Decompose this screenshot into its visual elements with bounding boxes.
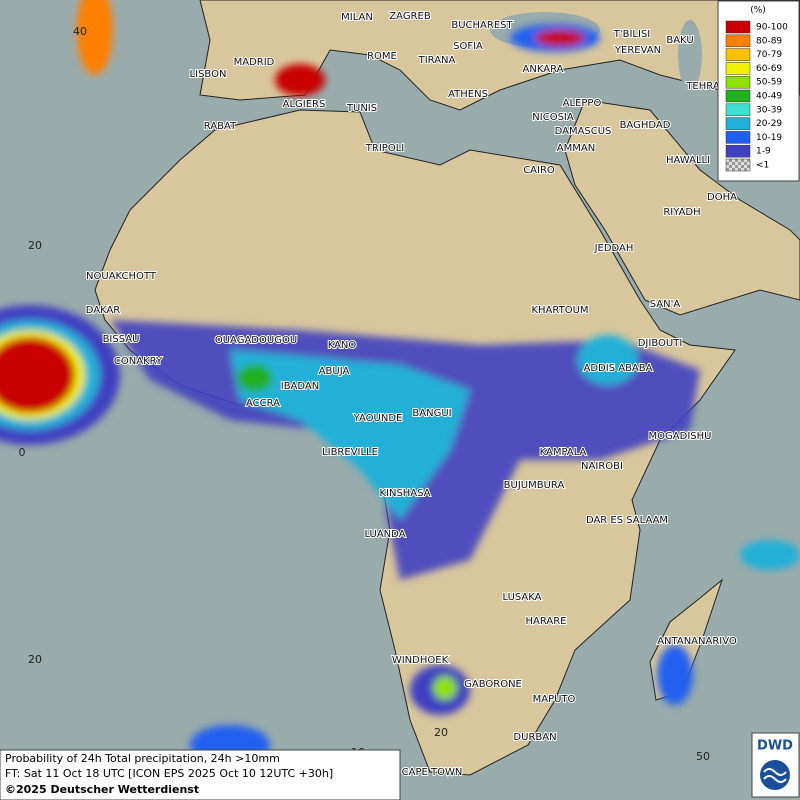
city-label: CAIRO xyxy=(523,165,555,176)
legend-label: 40-49 xyxy=(756,92,782,102)
city-label: CAPE TOWN xyxy=(402,767,463,778)
city-label: NAIROBI xyxy=(581,461,623,472)
legend-swatch xyxy=(725,20,751,34)
city-label: HAWALLI xyxy=(666,155,710,166)
legend-label: 60-69 xyxy=(756,64,782,74)
legend-label: 70-79 xyxy=(756,50,782,60)
legend-swatch xyxy=(725,34,751,48)
city-label: ALEPPO xyxy=(563,98,602,109)
city-label: LISBON xyxy=(190,69,227,80)
city-label: TEHRA xyxy=(685,81,719,92)
legend-label: 10-19 xyxy=(756,133,782,143)
legend-swatch xyxy=(725,103,751,117)
caption: Probability of 24h Total precipitation, … xyxy=(0,749,401,800)
caption-line: FT: Sat 11 Oct 18 UTC [ICON EPS 2025 Oct… xyxy=(5,767,333,780)
city-label: BANGUI xyxy=(412,408,451,419)
legend-swatch xyxy=(725,144,751,158)
city-label: ROME xyxy=(367,51,397,62)
city-label: ATHENS xyxy=(448,89,488,100)
city-label: LUANDA xyxy=(364,529,405,540)
city-label: DAR ES SALAAM xyxy=(586,515,668,526)
city-label: SAN'A xyxy=(650,299,681,310)
city-label: DAMASCUS xyxy=(555,126,612,137)
legend-label: 30-39 xyxy=(756,105,782,115)
city-label: ABUJA xyxy=(319,366,350,377)
city-label: NICOSIA xyxy=(532,112,574,123)
city-label: BUJUMBURA xyxy=(504,480,565,491)
legend-swatch xyxy=(725,89,751,103)
legend-label: 20-29 xyxy=(756,119,782,129)
legend-swatch xyxy=(725,75,751,89)
city-label: WINDHOEK xyxy=(392,655,449,666)
city-label: ADDIS ABABA xyxy=(584,363,653,374)
city-label: DAKAR xyxy=(86,305,121,316)
city-label: RIYADH xyxy=(663,207,700,218)
city-label: BISSAU xyxy=(103,334,140,345)
graticule-label: 20 xyxy=(434,726,448,739)
city-label: JEDDAH xyxy=(594,243,634,254)
legend-swatch xyxy=(725,131,751,144)
legend-swatch xyxy=(725,48,751,61)
city-label: KINSHASA xyxy=(379,488,430,499)
legend-unit: (%) xyxy=(750,6,766,16)
city-label: YEREVAN xyxy=(614,45,661,56)
city-label: AMMAN xyxy=(557,143,595,154)
city-label: TIRANA xyxy=(418,55,456,66)
city-label: LIBREVILLE xyxy=(322,447,378,458)
city-label: ACCRA xyxy=(246,398,280,409)
city-label: MILAN xyxy=(341,12,373,23)
copyright: ©2025 Deutscher Wetterdienst xyxy=(5,783,199,796)
legend-swatch xyxy=(725,117,751,130)
legend-label: 1-9 xyxy=(756,147,771,157)
city-label: MOGADISHU xyxy=(649,431,712,442)
legend-label: 90-100 xyxy=(756,23,788,33)
city-label: ANKARA xyxy=(523,64,564,75)
city-label: TRIPOLI xyxy=(365,143,404,154)
city-label: ALGIERS xyxy=(283,99,326,110)
legend-label: 50-59 xyxy=(756,78,782,88)
city-label: SOFIA xyxy=(453,41,483,52)
city-label: ANTANANARIVO xyxy=(657,636,737,647)
graticule-label: 20 xyxy=(28,239,42,252)
city-label: T'BILISI xyxy=(613,29,650,40)
logo: DWD xyxy=(751,732,800,798)
city-label: DJIBOUTI xyxy=(638,338,683,349)
legend-label: 80-89 xyxy=(756,36,782,46)
graticule-label: 40 xyxy=(73,25,87,38)
city-label: KAMPALA xyxy=(540,447,587,458)
city-label: MADRID xyxy=(234,57,275,68)
city-label: TUNIS xyxy=(346,103,377,114)
city-label: BAKU xyxy=(666,35,693,46)
graticule-label: 0 xyxy=(19,446,26,459)
city-label: ZAGREB xyxy=(389,11,431,22)
city-label: GABORONE xyxy=(464,679,522,690)
city-label: BUCHAREST xyxy=(451,20,513,31)
city-label: RABAT xyxy=(204,121,237,132)
city-label: KHARTOUM xyxy=(531,305,588,316)
precipitation xyxy=(0,0,800,765)
caspian-sea xyxy=(678,20,702,90)
caption-line: Probability of 24h Total precipitation, … xyxy=(5,752,280,765)
city-label: DOHA xyxy=(707,192,737,203)
city-label: KANO xyxy=(328,340,357,351)
city-label: DURBAN xyxy=(513,732,556,743)
city-label: IBADAN xyxy=(281,381,320,392)
city-label: MAPUTO xyxy=(533,694,576,705)
city-label: NOUAKCHOTT xyxy=(86,271,157,282)
logo-text: DWD xyxy=(757,739,793,754)
legend-swatch xyxy=(725,62,751,75)
graticule-label: 50 xyxy=(696,750,710,763)
city-label: OUAGADOUGOU xyxy=(215,335,297,346)
legend-swatch xyxy=(725,158,751,172)
legend: (%) 90-100 80-89 70-79 60-69 50-59 40-49 30-39… xyxy=(717,0,800,182)
legend-label: <1 xyxy=(756,161,769,171)
city-label: BAGHDAD xyxy=(620,120,671,131)
city-label: YAOUNDE xyxy=(353,413,403,424)
city-label: LUSAKA xyxy=(503,592,542,603)
city-label: CONAKRY xyxy=(114,356,163,367)
city-label: HARARE xyxy=(525,616,566,627)
graticule-label: 20 xyxy=(28,653,42,666)
